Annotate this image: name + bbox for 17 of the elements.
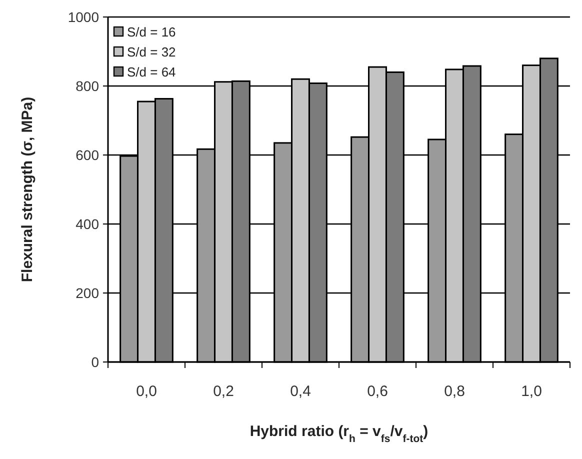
y-axis-title: Flexural strength (σ, MPa) bbox=[19, 96, 36, 282]
x-tick-label: 0,8 bbox=[444, 383, 465, 400]
x-tick-label: 1,0 bbox=[521, 383, 542, 400]
y-tick-label: 400 bbox=[76, 216, 100, 232]
x-tick-label: 0,4 bbox=[290, 383, 311, 400]
x-axis-title: Hybrid ratio (r$_{h}$ = v$_{fs}$/v$_{f-tot}$) bbox=[250, 423, 428, 445]
y-tick-label: 600 bbox=[76, 146, 100, 163]
x-tick-label: 0,6 bbox=[367, 383, 388, 400]
x-tick-label: 0,2 bbox=[213, 383, 234, 400]
y-tick-label: 0 bbox=[91, 354, 100, 370]
y-tick-label: 1000 bbox=[68, 8, 100, 25]
legend-label: S/d = 64 bbox=[127, 64, 176, 80]
y-tick-label: 200 bbox=[76, 284, 100, 301]
legend-label: S/d = 32 bbox=[127, 44, 176, 60]
y-tick-label: 800 bbox=[76, 78, 100, 94]
x-tick-label: 0,0 bbox=[136, 383, 157, 400]
legend-label: S/d = 16 bbox=[127, 24, 176, 40]
